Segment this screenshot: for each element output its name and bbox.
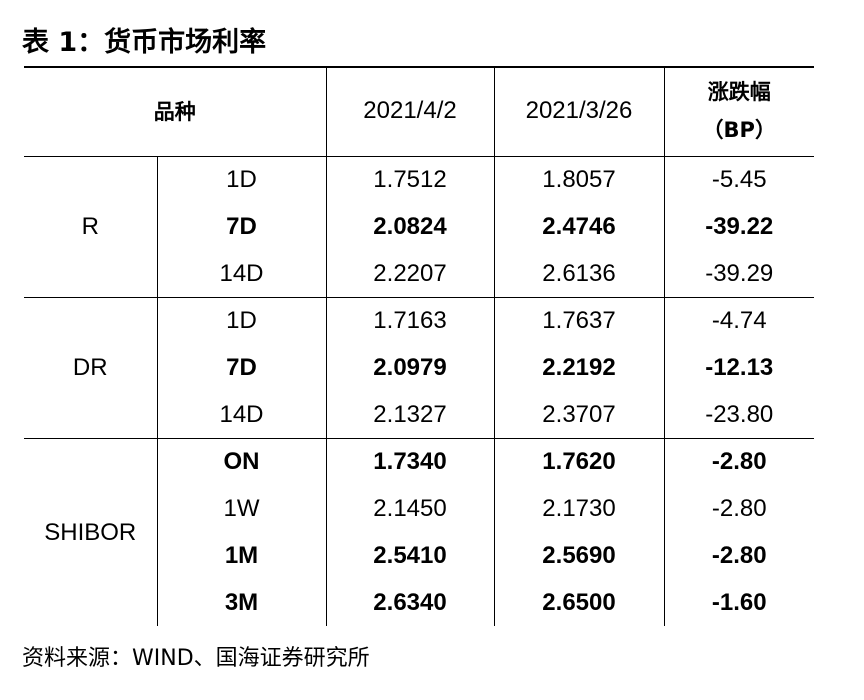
source-note: 资料来源：WIND、国海证券研究所 [22,646,370,671]
table-row: 3M 2.6340 2.6500 -1.60 [24,579,814,626]
value-date1-cell: 2.5410 [325,532,494,580]
change-bp-cell: -39.22 [663,203,814,251]
value-date1-cell: 1.7512 [325,156,494,204]
change-bp-cell: -2.80 [663,532,814,580]
value-date1-cell: 2.2207 [325,250,494,299]
group-name-cell: DR [24,297,157,440]
value-date2-cell: 2.6500 [493,579,664,626]
header-change-unit: （BP） [702,118,776,142]
header-date-2: 2021/3/26 [493,66,664,157]
value-date2-cell: 2.3707 [493,391,664,440]
header-change: 涨跌幅 （BP） [663,66,814,157]
term-cell: 7D [156,203,326,251]
term-cell: 3M [156,579,326,626]
value-date1-cell: 2.1450 [325,485,494,533]
table-row: 7D 2.0979 2.2192 -12.13 [24,344,814,392]
term-cell: 1D [156,156,326,204]
group-name-cell: SHIBOR [44,518,137,546]
value-date2-cell: 2.5690 [493,532,664,580]
header-change-label: 涨跌幅 [707,80,771,104]
money-market-rates-table: 品种 2021/4/2 2021/3/26 涨跌幅 （BP） R 1D 1.7512… [24,66,814,626]
change-bp-cell: -4.74 [663,297,814,345]
change-bp-cell: -2.80 [663,438,814,486]
table-body: R 1D 1.7512 1.8057 -5.45 7D 2.0824 2.4746 -39.22… [24,156,814,626]
term-cell: ON [156,438,326,486]
value-date2-cell: 1.7620 [493,438,664,486]
header-row: 品种 2021/4/2 2021/3/26 涨跌幅 （BP） [24,66,814,157]
table-row: SHIBOR ON 1.7340 1.7620 -2.80 [24,438,814,546]
value-date2-cell: 1.7637 [493,297,664,345]
table-row: 14D 2.2207 2.6136 -39.29 [24,250,814,299]
group-name-cell: R [24,156,157,299]
term-cell: 14D [156,250,326,299]
change-bp-cell: -39.29 [663,250,814,299]
table-title: 表 1：货币市场利率 [22,27,267,58]
term-cell: 1W [156,485,326,533]
table-row: 14D 2.1327 2.3707 -23.80 [24,391,814,440]
value-date2-cell: 2.1730 [493,485,664,533]
change-bp-cell: -1.60 [663,579,814,626]
header-product: 品种 [24,66,326,157]
term-cell: 14D [156,391,326,440]
change-bp-cell: -23.80 [663,391,814,440]
value-date2-cell: 2.2192 [493,344,664,392]
table-row: 7D 2.0824 2.4746 -39.22 [24,203,814,251]
value-date1-cell: 1.7163 [325,297,494,345]
table-row: DR 1D 1.7163 1.7637 -4.74 [24,297,814,440]
change-bp-cell: -2.80 [663,485,814,533]
value-date2-cell: 2.4746 [493,203,664,251]
value-date1-cell: 2.0979 [325,344,494,392]
value-date2-cell: 2.6136 [493,250,664,299]
value-date1-cell: 2.1327 [325,391,494,440]
table-row: 1W 2.1450 2.1730 -2.80 [24,485,814,533]
header-date-1: 2021/4/2 [325,66,494,157]
value-date1-cell: 2.0824 [325,203,494,251]
term-cell: 1M [156,532,326,580]
value-date1-cell: 1.7340 [325,438,494,486]
table-row: 1M 2.5410 2.5690 -2.80 [24,532,814,580]
term-cell: 7D [156,344,326,392]
rates-table-container: 品种 2021/4/2 2021/3/26 涨跌幅 （BP） R 1D 1.7512… [24,66,814,626]
value-date2-cell: 1.8057 [493,156,664,204]
change-bp-cell: -12.13 [663,344,814,392]
table-row: R 1D 1.7512 1.8057 -5.45 [24,156,814,299]
term-cell: 1D [156,297,326,345]
change-bp-cell: -5.45 [663,156,814,204]
table-top-rule [24,66,814,68]
value-date1-cell: 2.6340 [325,579,494,626]
